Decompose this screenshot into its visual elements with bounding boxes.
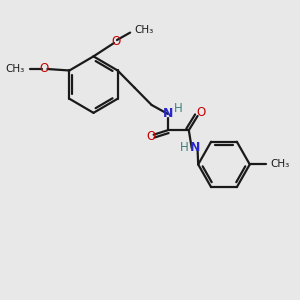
Text: O: O (39, 62, 49, 75)
Text: N: N (163, 107, 173, 120)
Text: CH₃: CH₃ (271, 159, 290, 170)
Text: N: N (190, 141, 200, 154)
Text: CH₃: CH₃ (5, 64, 25, 74)
Text: O: O (146, 130, 155, 143)
Text: CH₃: CH₃ (134, 25, 154, 34)
Text: O: O (111, 35, 120, 48)
Text: H: H (180, 141, 189, 154)
Text: H: H (174, 102, 182, 115)
Text: O: O (196, 106, 205, 119)
